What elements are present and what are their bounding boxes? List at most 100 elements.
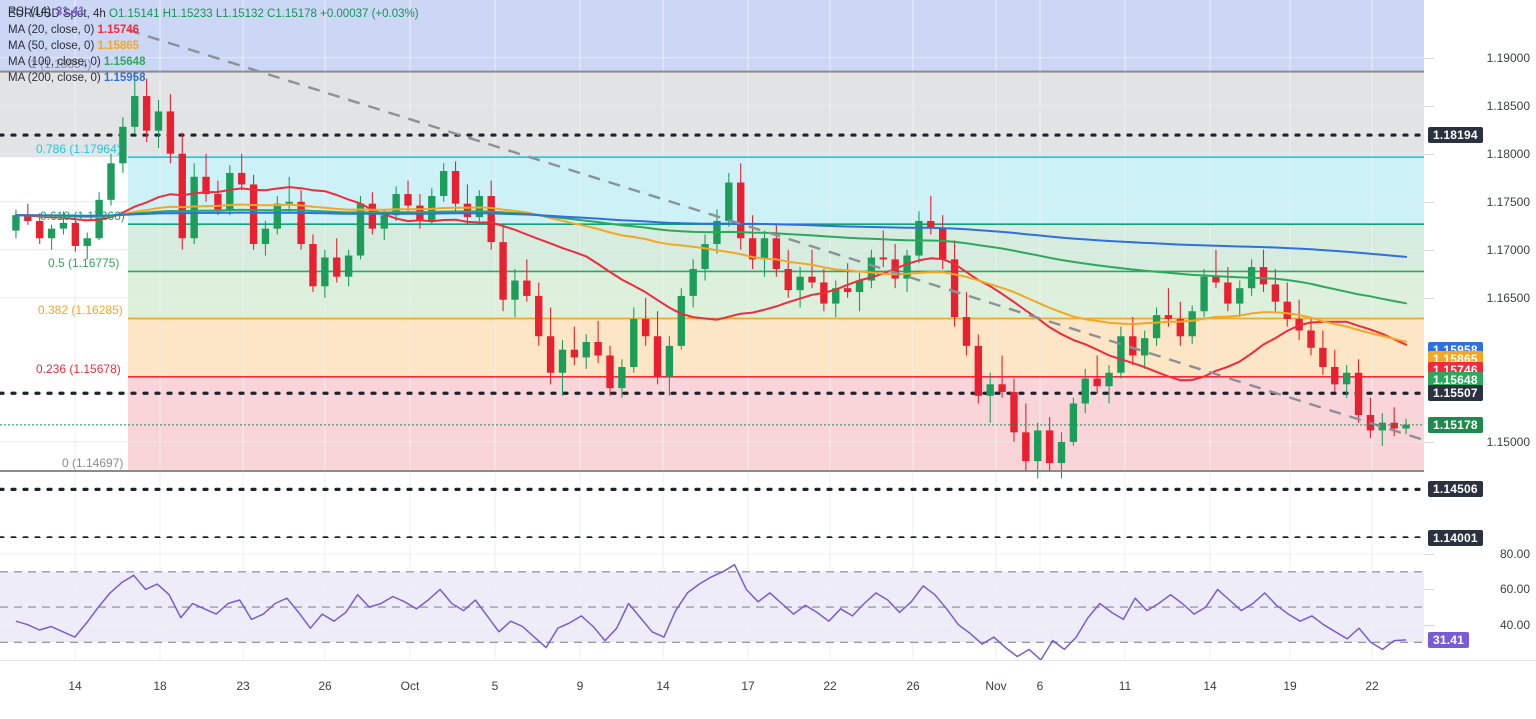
candle-body bbox=[701, 244, 709, 269]
candle-body bbox=[867, 257, 876, 281]
axis-tick-mark bbox=[1424, 297, 1434, 299]
candle-body bbox=[737, 182, 745, 239]
candle-body bbox=[226, 172, 234, 210]
candle-body bbox=[1283, 301, 1291, 319]
level-badge-115507[interactable]: 1.15507 bbox=[1428, 385, 1483, 402]
candle-body bbox=[166, 111, 175, 154]
rsi-axis-tick-mark bbox=[1424, 624, 1434, 626]
candle-body bbox=[535, 295, 543, 337]
price-chart-pane[interactable] bbox=[0, 0, 1424, 538]
level-badge-114001[interactable]: 1.14001 bbox=[1428, 529, 1483, 546]
candle-body bbox=[748, 238, 757, 260]
axis-tick-mark bbox=[1424, 105, 1434, 107]
candle-body bbox=[677, 295, 685, 346]
candle-body bbox=[843, 288, 852, 293]
candle-body bbox=[1319, 347, 1327, 367]
price-tick-1: 1.18500 bbox=[1486, 98, 1530, 113]
candle-body bbox=[1129, 336, 1137, 356]
price-axis[interactable]: 1.19000 1.18500 1.18000 1.17500 1.17000 1.165… bbox=[1424, 0, 1536, 660]
time-tick-13: 11 bbox=[1118, 679, 1132, 693]
rsi-chart-svg[interactable] bbox=[0, 540, 1424, 660]
time-tick-15: 19 bbox=[1283, 679, 1297, 693]
candle-body bbox=[1307, 330, 1315, 348]
candle-body bbox=[238, 172, 246, 185]
time-tick-2: 23 bbox=[236, 679, 250, 693]
candle-body bbox=[653, 336, 662, 377]
candle-body bbox=[1152, 315, 1161, 339]
candle-body bbox=[1271, 284, 1280, 302]
candle-body bbox=[523, 280, 531, 296]
time-tick-1: 18 bbox=[153, 679, 167, 693]
rsi-line bbox=[15, 563, 1407, 660]
fib-zone-6 bbox=[128, 376, 1424, 472]
candle-body bbox=[24, 215, 32, 221]
candle-body bbox=[974, 345, 983, 396]
time-tick-10: 26 bbox=[906, 679, 920, 693]
candle-body bbox=[1140, 338, 1149, 356]
candle-body bbox=[273, 203, 282, 229]
candle-body bbox=[392, 194, 400, 216]
candle-body bbox=[36, 220, 44, 239]
ma50-line bbox=[14, 203, 1408, 343]
candle-body bbox=[1200, 276, 1208, 312]
price-chart-svg[interactable] bbox=[0, 0, 1424, 538]
candle-body bbox=[558, 349, 567, 373]
price-tick-3: 1.17500 bbox=[1486, 194, 1530, 209]
fib-zone-5 bbox=[128, 318, 1424, 377]
time-tick-7: 14 bbox=[656, 679, 670, 693]
candle-body bbox=[309, 244, 317, 287]
rsi-axis-tick-mark bbox=[1424, 589, 1434, 591]
rsi-tick-2: 40.00 bbox=[1499, 617, 1530, 632]
time-tick-0: 14 bbox=[68, 679, 82, 693]
candle-body bbox=[641, 318, 650, 337]
candle-body bbox=[927, 220, 935, 229]
time-tick-16: 22 bbox=[1365, 679, 1379, 693]
fib-zone-gray bbox=[128, 71, 1424, 158]
candle-body bbox=[546, 336, 555, 373]
level-badge-118194[interactable]: 1.18194 bbox=[1428, 127, 1483, 144]
candle-body bbox=[570, 349, 579, 358]
candle-body bbox=[47, 228, 56, 239]
candle-body bbox=[1105, 372, 1113, 387]
candle-body bbox=[582, 342, 590, 358]
price-tick-0: 1.19000 bbox=[1486, 50, 1530, 65]
rsi-value-badge[interactable]: 31.41 bbox=[1428, 631, 1470, 648]
candle-body bbox=[855, 280, 864, 293]
last-price-badge[interactable]: 1.15178 bbox=[1428, 416, 1483, 433]
price-tick-5: 1.16500 bbox=[1486, 290, 1530, 305]
candle-body bbox=[1188, 311, 1196, 337]
candle-body bbox=[915, 220, 923, 256]
time-axis[interactable]: 14 18 23 26 Oct 5 9 14 17 22 26 Nov 6 11 14 19 22 bbox=[0, 660, 1536, 719]
axis-tick-mark bbox=[1424, 153, 1434, 155]
candle-body bbox=[1354, 372, 1363, 416]
price-tick-2: 1.18000 bbox=[1486, 146, 1530, 161]
ma100-badge[interactable]: 1.15648 bbox=[1428, 371, 1483, 388]
candle-body bbox=[1010, 391, 1018, 433]
time-tick-11: Nov bbox=[985, 679, 1007, 693]
candle-body bbox=[202, 176, 210, 195]
candle-body bbox=[832, 288, 840, 304]
candle-body bbox=[665, 345, 674, 377]
fib-zone-0 bbox=[128, 0, 1424, 72]
candle-body bbox=[962, 317, 971, 346]
candle-body bbox=[59, 222, 68, 229]
candle-body bbox=[1069, 403, 1078, 442]
candle-body bbox=[131, 96, 139, 127]
candle-body bbox=[1212, 276, 1220, 283]
candle-body bbox=[12, 215, 20, 231]
candle-body bbox=[214, 194, 222, 210]
candle-body bbox=[297, 201, 305, 245]
candle-body bbox=[725, 182, 733, 221]
candle-body bbox=[368, 203, 377, 229]
candle-body bbox=[1331, 366, 1339, 385]
candle-body bbox=[285, 201, 293, 204]
candle-body bbox=[83, 238, 91, 246]
level-badge-114506[interactable]: 1.14506 bbox=[1428, 481, 1483, 498]
candle-body bbox=[594, 342, 602, 356]
price-tick-6: 1.15000 bbox=[1486, 434, 1530, 449]
candle-body bbox=[119, 126, 127, 164]
rsi-pane[interactable] bbox=[0, 540, 1424, 660]
candle-body bbox=[439, 171, 448, 196]
candle-body bbox=[784, 269, 792, 291]
